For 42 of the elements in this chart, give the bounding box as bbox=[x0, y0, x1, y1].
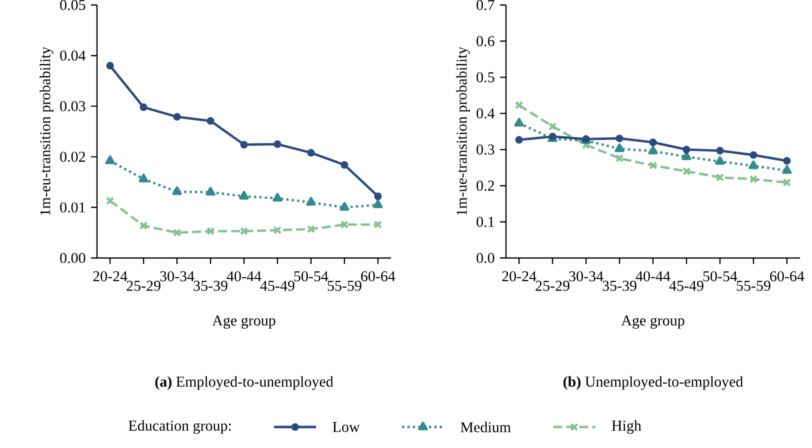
x-tick-label: 35-39 bbox=[602, 280, 636, 291]
y-tick-label: 0.1 bbox=[476, 216, 494, 227]
y-tick-label: 0.04 bbox=[60, 50, 86, 61]
y-tick-label: 0.5 bbox=[476, 72, 494, 82]
legend-label: Medium bbox=[460, 422, 511, 432]
y-tick-label: 0.2 bbox=[476, 180, 494, 191]
x-tick-label: 20-24 bbox=[502, 271, 536, 282]
x-tick-label: 20-24 bbox=[93, 271, 128, 282]
x-tick-label: 25-29 bbox=[536, 280, 570, 291]
text: (b) Unemployed-to-employed bbox=[563, 376, 744, 390]
y-tick-label: 0.7 bbox=[476, 0, 494, 10]
y-tick-label: 0.03 bbox=[60, 101, 86, 112]
y-axis-title: 1m-eu-transition probability bbox=[40, 46, 54, 215]
x-axis-title: Age group bbox=[621, 316, 684, 329]
legend-label: Low bbox=[332, 422, 360, 432]
x-tick-label: 30-34 bbox=[160, 271, 194, 282]
x-axis-title: Age group bbox=[212, 316, 276, 329]
y-tick-label: 0.0 bbox=[476, 252, 494, 264]
x-tick-label: 55-59 bbox=[328, 280, 362, 291]
y-tick-label: 0.05 bbox=[60, 0, 86, 10]
y-axis-title: 1m-ue-transition probability bbox=[456, 46, 470, 215]
legend-title: Education group: bbox=[128, 420, 231, 434]
x-tick-label: 45-49 bbox=[669, 280, 704, 291]
legend-label: High bbox=[612, 420, 642, 434]
y-tick-label: 0.4 bbox=[476, 108, 495, 119]
y-tick-label: 0.6 bbox=[476, 36, 494, 46]
x-tick-label: 40-44 bbox=[636, 271, 670, 282]
y-tick-label: 0.3 bbox=[476, 144, 494, 155]
x-tick-label: 50-54 bbox=[703, 271, 738, 282]
x-tick-label: 40-44 bbox=[226, 271, 262, 282]
y-tick-label: 0.00 bbox=[60, 252, 86, 264]
y-tick-label: 0.02 bbox=[60, 152, 85, 162]
x-tick-label: 45-49 bbox=[260, 280, 294, 291]
x-tick-label: 25-29 bbox=[126, 280, 160, 291]
y-tick-label: 0.01 bbox=[60, 202, 85, 213]
text: (a) Employed-to-unemployed bbox=[155, 376, 334, 390]
x-tick-label: 50-54 bbox=[294, 271, 328, 282]
x-tick-label: 35-39 bbox=[194, 280, 228, 291]
x-tick-label: 55-59 bbox=[736, 280, 770, 291]
x-tick-label: 60-64 bbox=[361, 271, 396, 282]
x-tick-label: 60-64 bbox=[770, 271, 804, 282]
x-tick-label: 30-34 bbox=[569, 271, 604, 282]
